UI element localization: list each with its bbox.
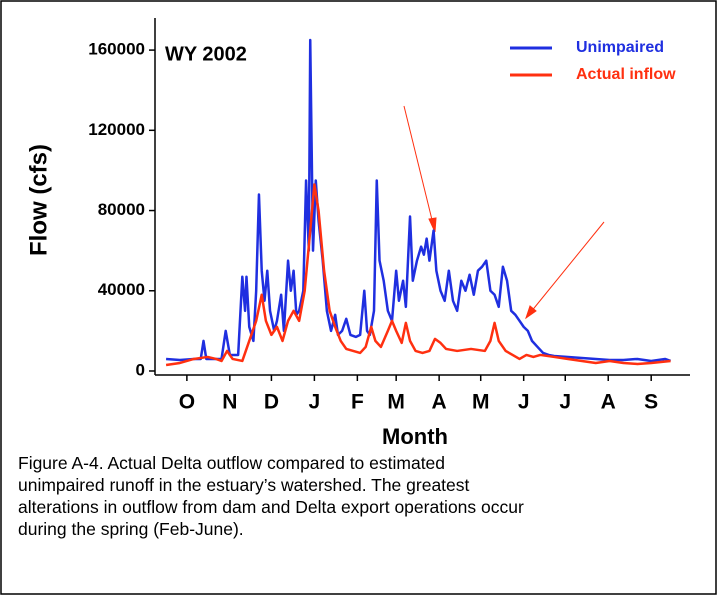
x-tick-label: M [387, 391, 405, 414]
caption: Figure A-4. Actual Delta outflow compare… [18, 452, 708, 540]
legend-label: Unimpaired [576, 39, 664, 56]
x-tick-label: A [601, 391, 616, 414]
x-tick-label: F [351, 391, 364, 414]
caption-line: alterations in outflow from dam and Delt… [18, 497, 524, 517]
caption-line: Figure A-4. Actual Delta outflow compare… [18, 453, 446, 473]
series-line [165, 183, 671, 367]
x-tick-label: D [264, 391, 279, 414]
x-tick-label: A [432, 391, 447, 414]
y-tick-label: 120000 [88, 120, 145, 139]
x-tick-label: O [179, 391, 195, 414]
y-tick-label: 0 [136, 360, 145, 379]
x-tick-label: N [222, 391, 237, 414]
caption-line: unimpaired runoff in the estuary’s water… [18, 475, 470, 495]
x-tick-label: J [559, 391, 571, 414]
legend-label: Actual inflow [576, 66, 676, 83]
x-tick-label: J [309, 391, 321, 414]
annotation: WY 2002 [165, 43, 247, 65]
y-tick-label: 160000 [88, 40, 145, 59]
caption-line: during the spring (Feb-June). [18, 519, 244, 539]
x-tick-label: M [472, 391, 490, 414]
arrows [403, 105, 605, 320]
y-axis-label: Flow (cfs) [25, 144, 52, 256]
y-tick-label: 80000 [98, 200, 145, 219]
series-line [165, 38, 672, 363]
x-axis-label: Month [382, 424, 448, 449]
x-tick-label: S [644, 391, 658, 414]
x-tick-label: J [518, 391, 530, 414]
y-tick-label: 40000 [98, 280, 145, 299]
